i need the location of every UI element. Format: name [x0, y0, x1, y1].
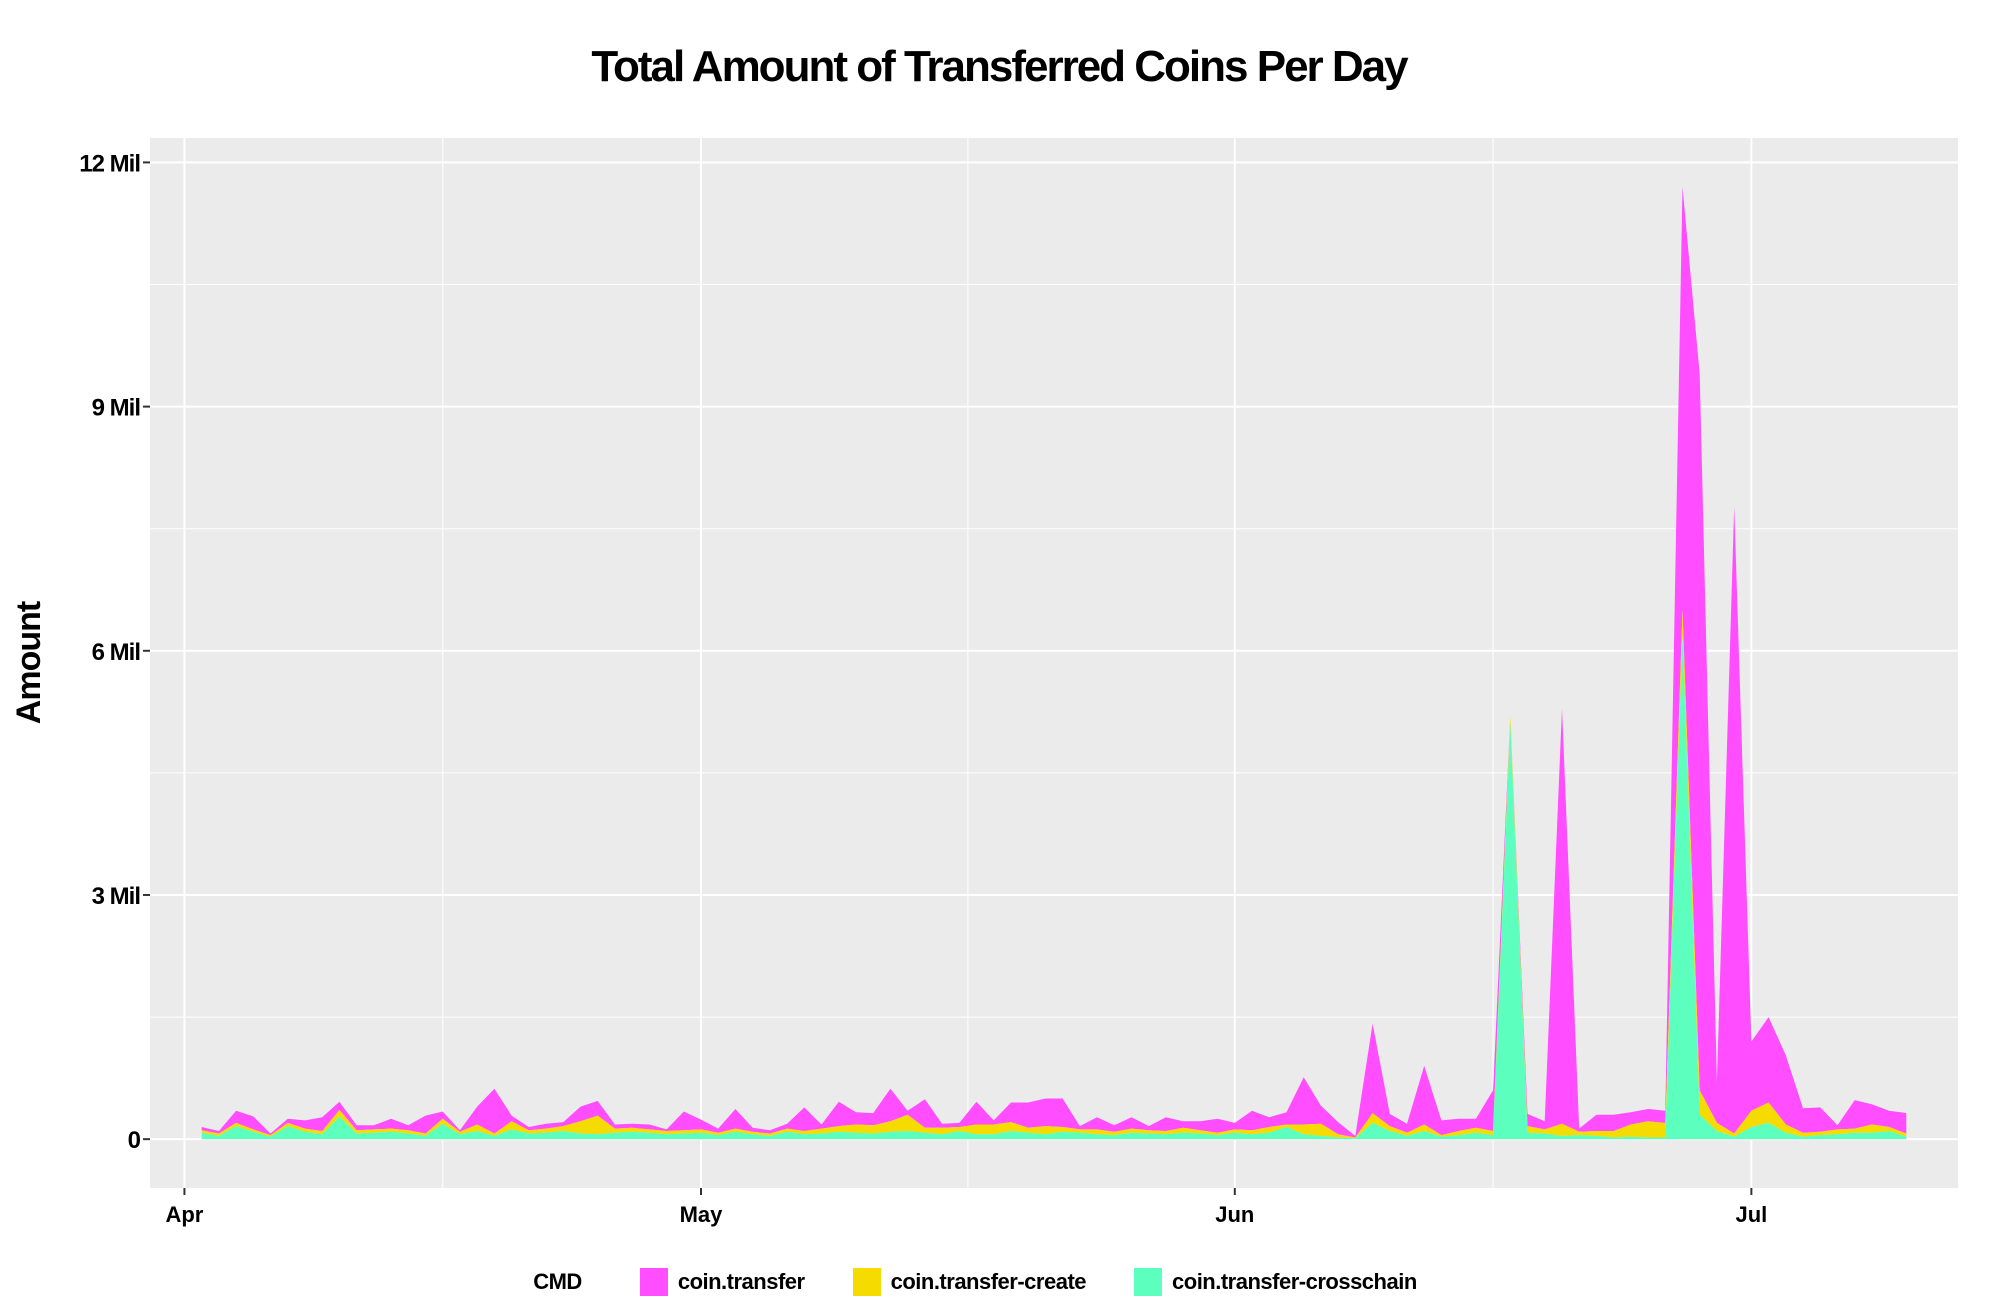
y-tick-label: 12 Mil — [79, 150, 140, 177]
legend-label: coin.transfer-crosschain — [1172, 1269, 1417, 1294]
legend-swatch — [852, 1268, 881, 1296]
y-tick-label: 3 Mil — [92, 883, 140, 910]
legend-label: coin.transfer — [677, 1269, 805, 1294]
area-series-group — [201, 186, 1907, 1140]
plot-panel — [150, 138, 1958, 1188]
y-axis-label: Amount — [10, 601, 48, 724]
x-tick-label: Jun — [1215, 1202, 1254, 1227]
y-tick-label: 9 Mil — [92, 395, 140, 422]
legend-label: coin.transfer-create — [890, 1269, 1087, 1294]
legend: CMD coin.transfer coin.transfer-create c… — [0, 1262, 1998, 1302]
chart-title: Total Amount of Transferred Coins Per Da… — [591, 42, 1408, 91]
x-tick-label: Jul — [1735, 1202, 1767, 1227]
legend-item-coin-transfer-create: coin.transfer-create — [852, 1268, 1087, 1296]
x-tick-label: May — [680, 1202, 724, 1227]
legend-title: CMD — [533, 1269, 582, 1294]
legend-swatch — [639, 1268, 668, 1296]
x-tick-labels: Apr May Jun Jul — [165, 1202, 1767, 1227]
grid-minor-lines — [150, 138, 1958, 1188]
legend-item-coin-transfer: coin.transfer — [639, 1268, 805, 1296]
y-tick-labels: 0 3 Mil 6 Mil 9 Mil 12 Mil — [79, 150, 141, 1154]
area-coin-transfer — [201, 186, 1907, 1138]
y-tick-label: 0 — [128, 1127, 141, 1154]
legend-swatch — [1134, 1268, 1163, 1296]
axis-ticks — [143, 161, 1753, 1195]
y-tick-label: 6 Mil — [92, 639, 140, 666]
x-tick-label: Apr — [165, 1202, 203, 1227]
legend-item-coin-transfer-crosschain: coin.transfer-crosschain — [1134, 1268, 1417, 1296]
